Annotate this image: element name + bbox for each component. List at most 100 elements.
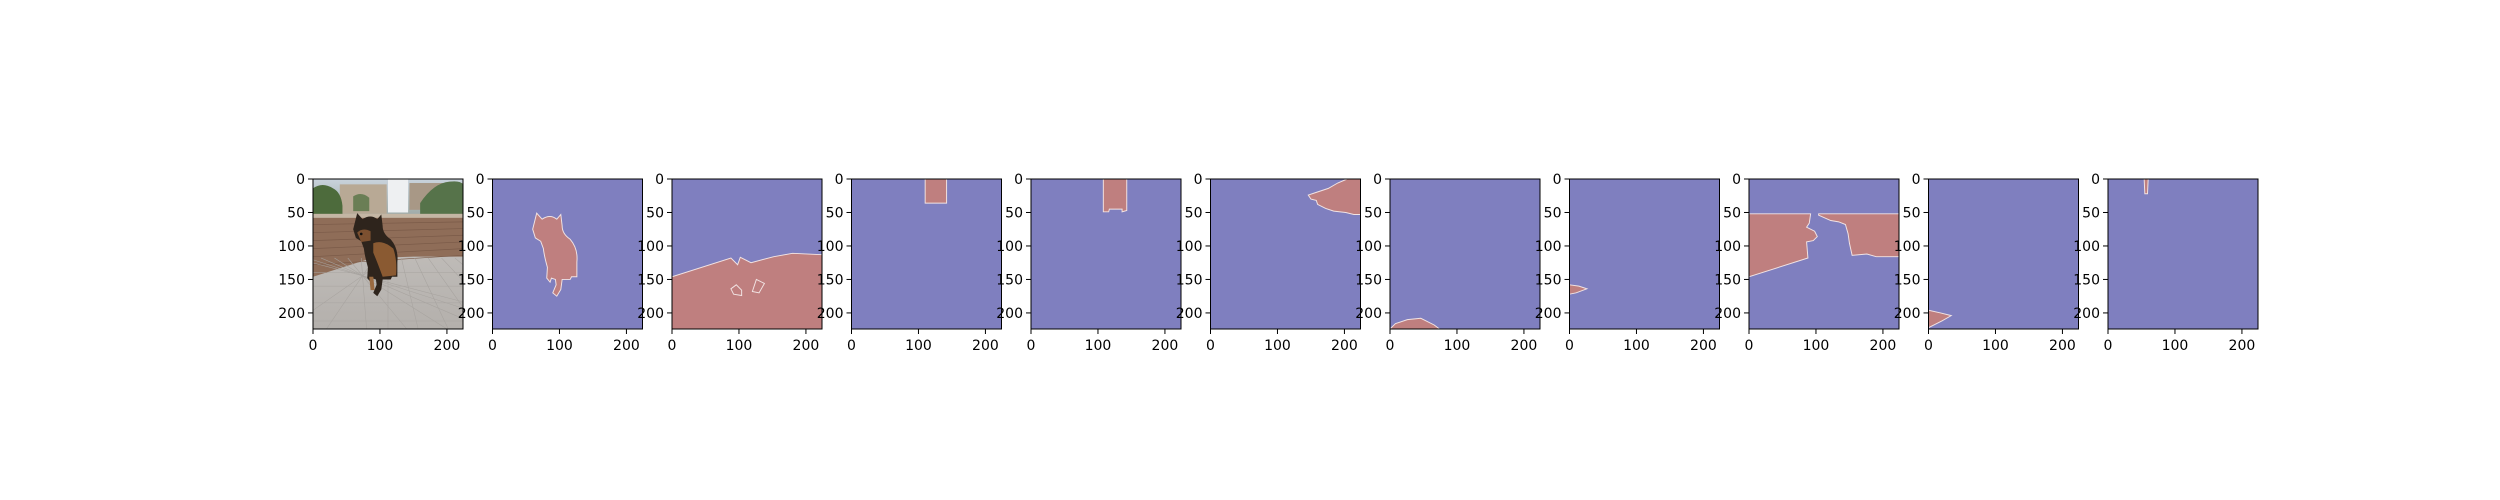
x-tick-label: 0 bbox=[1565, 338, 1574, 354]
axes-frame bbox=[1389, 178, 1541, 330]
x-tick-label: 100 bbox=[905, 338, 932, 354]
y-tick-label: 100 bbox=[1894, 239, 1921, 255]
source-photo bbox=[313, 179, 464, 330]
x-tick-label: 200 bbox=[1690, 338, 1717, 354]
y-tick-label: 100 bbox=[458, 239, 485, 255]
y-tick-label: 0 bbox=[476, 172, 485, 188]
y-tick-label: 100 bbox=[2073, 239, 2100, 255]
y-tick-label: 200 bbox=[637, 306, 664, 322]
y-tick-label: 0 bbox=[1194, 172, 1203, 188]
x-tick-label: 0 bbox=[668, 338, 677, 354]
y-tick-label: 200 bbox=[817, 306, 844, 322]
y-tick-label: 0 bbox=[1014, 172, 1023, 188]
x-tick-label: 200 bbox=[613, 338, 640, 354]
axes-frame bbox=[1030, 178, 1182, 330]
y-tick-label: 100 bbox=[1176, 239, 1203, 255]
y-tick-label: 150 bbox=[1894, 272, 1921, 288]
x-tick-label: 200 bbox=[1152, 338, 1179, 354]
axes-frame bbox=[1928, 178, 2079, 330]
x-tick-label: 100 bbox=[1085, 338, 1112, 354]
segment-mask-upper-right-foliage bbox=[1210, 179, 1361, 329]
y-tick-label: 200 bbox=[458, 306, 485, 322]
y-tick-label: 50 bbox=[1185, 205, 1203, 221]
x-tick-label: 0 bbox=[1745, 338, 1754, 354]
x-tick-label: 200 bbox=[1870, 338, 1897, 354]
x-tick-label: 200 bbox=[2229, 338, 2256, 354]
y-tick-label: 200 bbox=[1535, 306, 1562, 322]
y-tick-label: 200 bbox=[1714, 306, 1741, 322]
x-tick-label: 200 bbox=[972, 338, 999, 354]
axes-frame bbox=[1210, 178, 1361, 330]
y-tick-label: 150 bbox=[1176, 272, 1203, 288]
x-tick-label: 0 bbox=[309, 338, 318, 354]
segment-mask-bottom-left-triangle bbox=[1928, 179, 2079, 329]
x-tick-label: 200 bbox=[2049, 338, 2076, 354]
x-tick-label: 0 bbox=[847, 338, 856, 354]
x-tick-label: 100 bbox=[546, 338, 573, 354]
x-tick-label: 100 bbox=[1444, 338, 1471, 354]
y-tick-label: 150 bbox=[996, 272, 1023, 288]
y-tick-label: 0 bbox=[655, 172, 664, 188]
axes-frame bbox=[492, 178, 643, 330]
y-tick-label: 50 bbox=[1364, 205, 1382, 221]
axes-frame bbox=[2107, 178, 2259, 330]
y-tick-label: 100 bbox=[1535, 239, 1562, 255]
y-tick-label: 100 bbox=[278, 239, 305, 255]
y-tick-label: 200 bbox=[278, 306, 305, 322]
segment-mask-bottom-left-corner bbox=[1390, 179, 1540, 330]
y-tick-label: 150 bbox=[1535, 272, 1562, 288]
x-tick-label: 200 bbox=[1511, 338, 1538, 354]
segment-mask-left-edge-sliver bbox=[1569, 179, 1720, 329]
y-tick-label: 150 bbox=[278, 272, 305, 288]
x-tick-label: 200 bbox=[1331, 338, 1358, 354]
y-tick-label: 50 bbox=[287, 205, 305, 221]
segment-mask-floor bbox=[672, 179, 823, 330]
y-tick-label: 50 bbox=[467, 205, 485, 221]
x-tick-label: 100 bbox=[1803, 338, 1830, 354]
segment-mask-door-upper bbox=[851, 179, 1002, 329]
y-tick-label: 0 bbox=[1373, 172, 1382, 188]
x-tick-label: 100 bbox=[726, 338, 753, 354]
y-tick-label: 50 bbox=[826, 205, 844, 221]
x-tick-label: 0 bbox=[1206, 338, 1215, 354]
y-tick-label: 100 bbox=[996, 239, 1023, 255]
x-tick-label: 100 bbox=[367, 338, 394, 354]
segment-mask-wall bbox=[1749, 179, 1900, 329]
y-tick-label: 200 bbox=[996, 306, 1023, 322]
segment-mask-thin-top-strip bbox=[2108, 179, 2258, 329]
y-tick-label: 50 bbox=[646, 205, 664, 221]
y-tick-label: 100 bbox=[1355, 239, 1382, 255]
x-tick-label: 0 bbox=[1386, 338, 1395, 354]
y-tick-label: 50 bbox=[1544, 205, 1562, 221]
y-tick-label: 100 bbox=[637, 239, 664, 255]
y-tick-label: 50 bbox=[2082, 205, 2100, 221]
axes-frame bbox=[671, 178, 823, 330]
y-tick-label: 150 bbox=[2073, 272, 2100, 288]
x-tick-label: 100 bbox=[2162, 338, 2189, 354]
y-tick-label: 200 bbox=[1176, 306, 1203, 322]
axes-frame bbox=[1569, 178, 1720, 330]
x-tick-label: 0 bbox=[1027, 338, 1036, 354]
y-tick-label: 200 bbox=[2073, 306, 2100, 322]
y-tick-label: 100 bbox=[1714, 239, 1741, 255]
y-tick-label: 0 bbox=[1912, 172, 1921, 188]
y-tick-label: 50 bbox=[1005, 205, 1023, 221]
segment-mask-dog bbox=[492, 179, 643, 329]
y-tick-label: 200 bbox=[1894, 306, 1921, 322]
y-tick-label: 0 bbox=[1732, 172, 1741, 188]
x-tick-label: 0 bbox=[2104, 338, 2113, 354]
y-tick-label: 150 bbox=[1714, 272, 1741, 288]
axes-frame bbox=[312, 178, 464, 330]
x-tick-label: 100 bbox=[1982, 338, 2009, 354]
